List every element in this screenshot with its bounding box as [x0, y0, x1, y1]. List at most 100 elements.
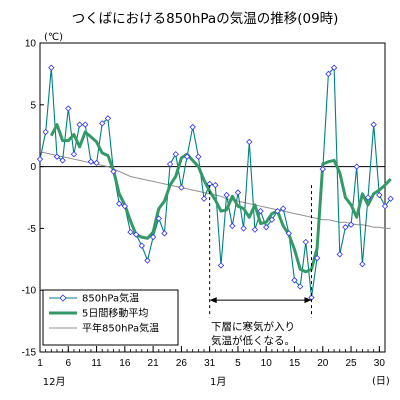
x-tick-label: 11: [91, 358, 102, 369]
x-tick-label: 5: [235, 358, 241, 369]
daily-point: [116, 200, 123, 207]
x-tick-label: 20: [317, 358, 329, 369]
daily-point: [274, 207, 281, 215]
daily-point: [144, 257, 151, 264]
daily-point: [87, 158, 95, 165]
daily-point: [381, 202, 389, 210]
daily-point: [104, 115, 112, 122]
month-label: 12月: [43, 376, 66, 388]
daily-point: [234, 189, 242, 196]
y-tick-label: -15: [22, 348, 37, 359]
x-tick-label: 26: [176, 358, 188, 369]
daily-point: [48, 64, 55, 71]
daily-point: [65, 105, 72, 112]
daily-point: [364, 194, 372, 201]
daily-point: [59, 157, 66, 164]
daily-point: [263, 223, 270, 231]
x-tick-label: 16: [119, 358, 131, 369]
x-tick-label: 10: [261, 358, 273, 369]
annotation-arrowhead-right: [304, 297, 312, 304]
x-tick-label: 30: [374, 358, 386, 369]
daily-point: [53, 153, 61, 160]
daily-point: [285, 230, 293, 237]
daily-point: [195, 153, 202, 160]
daily-point: [127, 228, 134, 236]
daily-point: [313, 254, 321, 262]
daily-point: [370, 121, 377, 128]
daily-point: [132, 231, 140, 238]
daily-point: [200, 195, 208, 202]
annotation-text: 気温が低くなる。: [211, 334, 295, 347]
x-tick-label: 1: [37, 358, 43, 369]
daily-point: [172, 151, 179, 158]
daily-point: [161, 230, 168, 237]
annotation-arrowhead-left: [209, 297, 217, 304]
daily-point: [189, 123, 196, 131]
daily-point: [347, 221, 355, 228]
x-axis-unit: (日): [372, 376, 390, 387]
daily-point: [280, 205, 287, 212]
daily-point: [223, 191, 230, 199]
y-tick-label: 0: [30, 162, 36, 173]
daily-point: [376, 191, 383, 199]
daily-point: [296, 283, 304, 290]
daily-point: [76, 121, 83, 128]
daily-point: [149, 233, 157, 241]
y-tick-label: 5: [30, 100, 36, 111]
daily-point: [353, 163, 360, 170]
daily-point: [240, 225, 247, 232]
x-tick-label: 21: [148, 358, 160, 369]
daily-point: [42, 128, 49, 136]
annotation-text: 下層に寒気が入り: [211, 320, 295, 333]
daily-point: [268, 216, 276, 223]
daily-point: [325, 70, 332, 78]
daily-point: [138, 242, 145, 249]
daily-point: [178, 184, 185, 191]
daily-point: [121, 202, 129, 210]
y-tick-label: -10: [22, 286, 37, 297]
daily-point: [342, 223, 349, 231]
daily-point: [387, 195, 394, 202]
daily-point: [319, 165, 326, 173]
y-axis-unit: (℃): [44, 32, 63, 43]
daily-point: [166, 160, 174, 168]
x-tick-label: 31: [204, 358, 216, 369]
y-tick-label: 10: [25, 39, 37, 50]
daily-point: [82, 121, 89, 128]
legend-label: 5日間移動平均: [82, 307, 148, 320]
daily-point: [99, 120, 106, 127]
legend-label: 平年850hPa気温: [82, 322, 159, 335]
month-label: 1月: [210, 376, 226, 388]
y-tick-label: -5: [27, 224, 36, 235]
x-tick-label: 25: [346, 358, 358, 369]
chart-title: つくばにおける850hPaの気温の推移(09時): [72, 11, 339, 27]
daily-point: [36, 156, 44, 163]
daily-point: [359, 261, 366, 268]
series-layer: [36, 64, 394, 301]
legend-box: [42, 289, 179, 346]
daily-point: [183, 153, 191, 160]
series-normal-line: [39, 151, 391, 229]
daily-point: [212, 181, 219, 189]
daily-point: [330, 64, 338, 71]
daily-point: [93, 159, 100, 167]
daily-point: [257, 207, 264, 215]
daily-point: [251, 226, 259, 233]
daily-point: [217, 262, 225, 269]
daily-point: [336, 251, 343, 258]
daily-point: [246, 138, 253, 146]
legend-label: 850hPa気温: [82, 292, 139, 305]
daily-point: [302, 238, 309, 246]
daily-point: [70, 151, 78, 158]
daily-point: [291, 277, 298, 284]
daily-point: [155, 215, 162, 222]
series-moving-average-line: [49, 123, 392, 274]
daily-point: [110, 168, 117, 175]
x-tick-label: 6: [65, 358, 71, 369]
x-tick-label: 15: [289, 358, 301, 369]
legend-marker-daily: [59, 294, 67, 302]
